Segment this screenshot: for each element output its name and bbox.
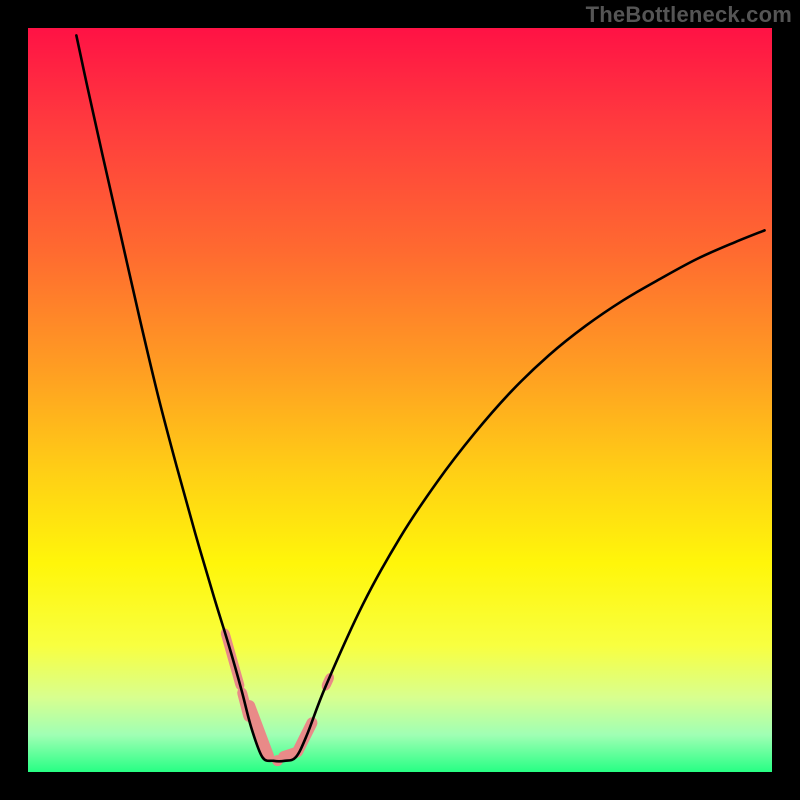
bottleneck-curve-chart [0,0,800,800]
gradient-background [28,28,772,772]
chart-root: TheBottleneck.com [0,0,800,800]
